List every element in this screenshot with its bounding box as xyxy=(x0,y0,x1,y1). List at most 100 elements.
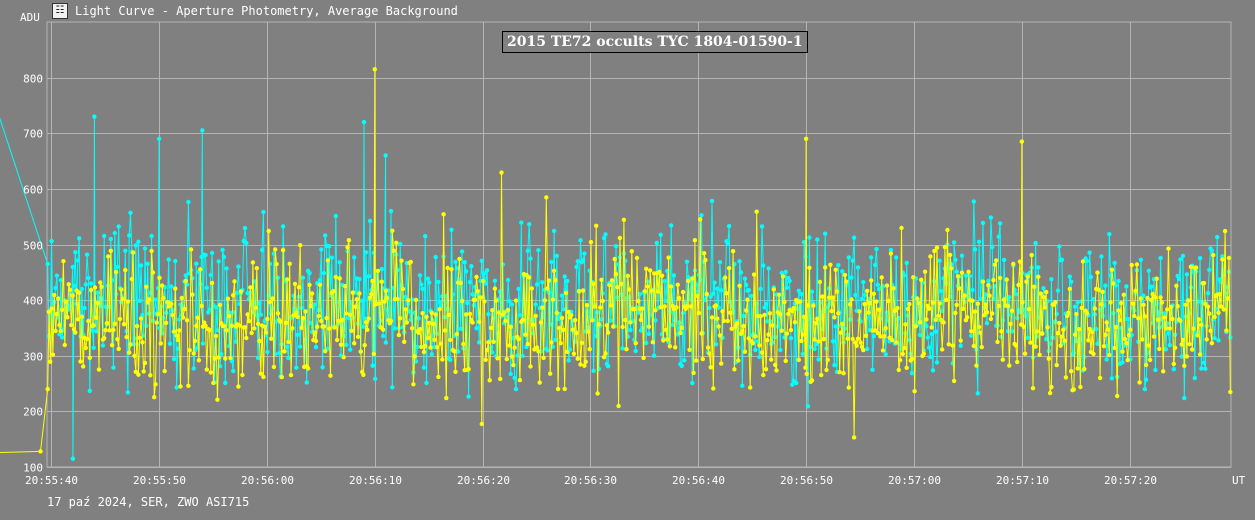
data-point xyxy=(1171,361,1177,367)
data-point xyxy=(1179,354,1184,359)
series-2 xyxy=(0,67,1233,454)
data-point xyxy=(711,291,716,296)
data-point xyxy=(352,255,357,260)
data-point xyxy=(1071,350,1077,356)
data-point xyxy=(749,293,754,299)
data-point xyxy=(1015,359,1020,365)
data-point xyxy=(924,324,929,329)
data-point xyxy=(872,328,878,333)
data-point xyxy=(366,316,371,321)
data-point xyxy=(884,283,890,288)
data-point xyxy=(207,307,212,312)
data-point xyxy=(825,357,830,363)
data-point xyxy=(1097,375,1103,381)
data-point xyxy=(867,300,873,306)
data-point xyxy=(198,267,203,272)
data-point xyxy=(536,349,541,354)
data-point xyxy=(499,170,504,175)
data-point xyxy=(163,320,169,326)
data-point xyxy=(708,365,713,370)
data-point xyxy=(663,298,669,304)
light-curve-app-icon[interactable]: ☷ xyxy=(52,3,68,19)
data-point xyxy=(703,257,708,263)
data-point xyxy=(128,210,133,215)
data-point xyxy=(816,357,821,362)
data-point xyxy=(665,337,670,342)
data-point xyxy=(1066,310,1071,315)
data-point xyxy=(1175,304,1180,309)
data-point xyxy=(505,277,511,283)
data-point xyxy=(454,332,459,337)
data-point xyxy=(888,247,894,253)
data-point xyxy=(413,297,419,303)
data-point xyxy=(190,292,195,297)
data-point xyxy=(959,270,965,275)
data-point xyxy=(590,318,595,323)
data-point xyxy=(361,324,366,329)
data-point xyxy=(1072,304,1078,309)
data-point xyxy=(511,362,516,368)
data-point xyxy=(972,309,978,314)
data-point xyxy=(479,421,484,427)
data-point xyxy=(829,308,834,314)
data-point xyxy=(453,259,458,265)
data-point xyxy=(292,281,298,287)
data-point xyxy=(646,324,652,329)
data-point xyxy=(142,360,148,366)
data-point xyxy=(698,277,703,283)
data-point xyxy=(854,343,859,348)
data-point xyxy=(1120,349,1125,354)
data-point xyxy=(379,266,384,272)
data-point xyxy=(555,386,561,392)
data-point xyxy=(458,326,463,331)
data-point xyxy=(832,363,837,368)
data-point xyxy=(904,260,909,266)
data-point xyxy=(449,227,454,232)
data-point xyxy=(1113,324,1119,330)
data-point xyxy=(527,275,532,280)
data-point xyxy=(295,332,300,337)
data-point xyxy=(744,308,749,313)
data-point xyxy=(1170,316,1175,322)
data-point xyxy=(1191,326,1196,331)
data-point xyxy=(774,368,779,373)
data-point xyxy=(953,310,958,316)
data-point xyxy=(1104,320,1109,325)
data-point xyxy=(870,367,875,372)
data-point xyxy=(611,324,616,329)
data-point xyxy=(498,376,503,382)
data-point xyxy=(971,343,976,349)
data-point xyxy=(209,280,215,286)
data-point xyxy=(427,320,432,326)
data-point xyxy=(248,285,253,290)
data-point xyxy=(1000,357,1005,362)
data-point xyxy=(409,326,415,331)
data-point xyxy=(1075,366,1080,371)
data-point xyxy=(863,333,869,338)
data-point xyxy=(95,290,100,295)
data-point xyxy=(102,336,107,341)
data-point xyxy=(805,303,811,308)
data-point xyxy=(261,209,266,215)
data-point xyxy=(788,336,794,341)
data-point xyxy=(417,273,423,278)
data-point xyxy=(527,222,532,227)
data-point xyxy=(312,302,317,307)
data-point xyxy=(575,259,580,264)
data-point xyxy=(783,269,788,275)
data-point xyxy=(676,320,682,325)
data-point xyxy=(232,279,237,284)
data-point xyxy=(134,323,140,329)
data-point xyxy=(344,311,349,316)
data-point xyxy=(191,351,196,356)
data-point xyxy=(557,325,562,331)
data-point xyxy=(601,235,607,241)
data-point xyxy=(359,298,365,303)
data-point xyxy=(554,310,559,316)
data-point xyxy=(1192,375,1198,381)
data-point xyxy=(824,367,829,373)
data-point xyxy=(221,254,227,260)
data-point xyxy=(661,338,666,343)
data-point xyxy=(275,275,281,280)
data-point xyxy=(240,372,245,378)
